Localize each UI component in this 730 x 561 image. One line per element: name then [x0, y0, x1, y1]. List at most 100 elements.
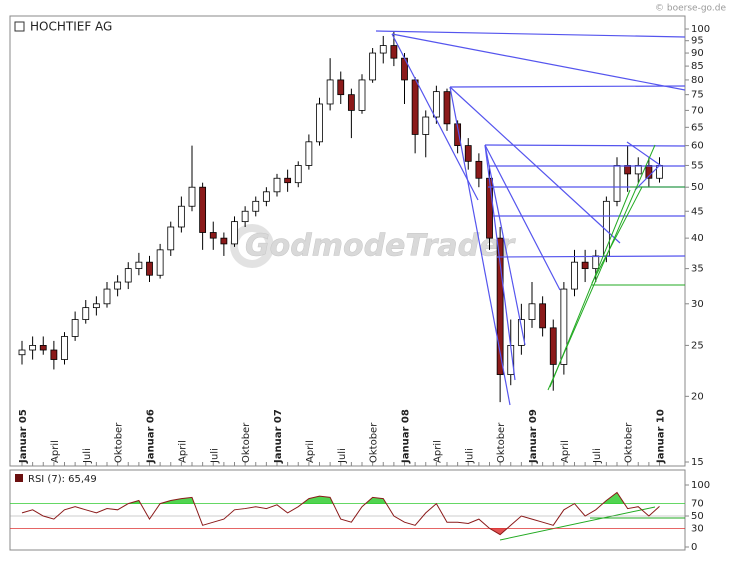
candle-body [613, 165, 621, 202]
trend-line [391, 33, 685, 91]
candle-body [454, 123, 462, 146]
candle-body [241, 210, 249, 223]
y-tick-label: 15 [691, 457, 704, 468]
candle-body [92, 303, 100, 309]
candle-body [220, 237, 228, 245]
candle-body [464, 145, 472, 162]
candle-body [475, 160, 483, 179]
y-tick-label: 65 [691, 122, 704, 133]
x-tick-label: Oktober [496, 422, 507, 463]
candle-body [167, 226, 175, 251]
trend-line [484, 144, 526, 346]
candle-body [39, 345, 47, 351]
candle-body [528, 303, 536, 320]
candle-body [560, 288, 568, 365]
x-tick-label: Juli [592, 448, 603, 464]
candle-body [358, 79, 366, 111]
x-tick-label: April [50, 440, 61, 463]
candle-body [18, 349, 26, 356]
x-tick-label: April [432, 440, 443, 463]
candle-body [231, 221, 238, 245]
price-panel [9, 15, 686, 467]
candle-body [571, 261, 578, 290]
y-tick-label: 50 [691, 511, 704, 522]
x-tick-label: Januar 08 [401, 409, 412, 464]
y-tick-label: 95 [691, 36, 704, 47]
candle-body [103, 288, 111, 305]
x-tick-label: April [560, 440, 571, 463]
candle-body [496, 237, 504, 375]
trend-line [449, 86, 511, 406]
x-tick-label: Januar 07 [273, 409, 284, 464]
y-tick-label: 0 [691, 542, 697, 553]
watermark: GodmodeTrader [230, 224, 517, 268]
x-tick-label: Oktober [114, 422, 125, 463]
y-tick-label: 40 [691, 233, 704, 244]
source: © boerse-go.de [655, 4, 726, 14]
candle-body [411, 79, 419, 135]
y-tick-label: 85 [691, 61, 704, 72]
y-tick-label: 50 [691, 182, 704, 193]
candle-body [146, 261, 153, 276]
y-tick-label: 90 [691, 48, 704, 59]
y-tick-label: 100 [691, 480, 710, 491]
candle-body [71, 319, 79, 337]
trend-line [449, 86, 621, 244]
y-tick-label: 100 [691, 24, 710, 35]
rsi-label: RSI (7): 65,49 [28, 474, 97, 485]
candle-body [199, 186, 207, 233]
level-label: 70 [691, 499, 704, 510]
candle-body [517, 319, 525, 346]
rsi-trend-lines [499, 506, 685, 541]
y-tick-label: 35 [691, 264, 704, 275]
x-tick-label: Januar 10 [656, 409, 667, 464]
level-label: 30 [691, 523, 704, 534]
watermark-text: GodmodeTrader [245, 229, 516, 264]
y-tick-label: 25 [691, 340, 704, 351]
x-tick-label: April [177, 440, 188, 463]
trend-line [484, 144, 685, 147]
y-tick-label: 55 [691, 160, 704, 171]
trend-line [484, 144, 516, 381]
rsi-fill [22, 528, 660, 535]
candle-body [581, 261, 589, 270]
trend-triangle [626, 141, 661, 191]
candle-body [390, 45, 398, 59]
rsi-box [15, 474, 23, 482]
x-tick-label: Oktober [241, 422, 252, 463]
trend-line [449, 85, 685, 88]
trend-lines [375, 30, 685, 406]
candle-body [294, 165, 302, 184]
candles [18, 31, 663, 403]
rsi-line [21, 491, 660, 536]
candle-body [188, 186, 196, 207]
y-tick-label: 30 [691, 299, 704, 310]
candle-body [422, 116, 430, 135]
y-tick-label: 45 [691, 206, 704, 217]
y-tick-label: 80 [691, 75, 704, 86]
candle-body [369, 52, 377, 81]
candle-body [432, 91, 440, 118]
candle-body [549, 327, 557, 365]
candle-body [114, 281, 122, 290]
candle-body [305, 141, 313, 166]
y-tick-label: 75 [691, 90, 704, 101]
candle-body [379, 45, 387, 54]
x-tick-label: Januar 05 [18, 409, 29, 464]
y-tick-label: 20 [691, 391, 704, 402]
candle-body [634, 165, 642, 175]
candle-body [135, 261, 143, 270]
trend-line [391, 33, 479, 201]
trend-line [484, 144, 561, 291]
candle-body [316, 103, 323, 143]
candle-body [284, 177, 292, 184]
x-tick-label: April [305, 440, 316, 463]
trend-line [591, 186, 643, 284]
title-box [14, 21, 25, 32]
trend-line [549, 189, 631, 388]
candle-body [347, 94, 355, 111]
x-tick-label: Oktober [624, 422, 635, 463]
candle-body [156, 249, 164, 276]
candle-body [177, 205, 185, 228]
